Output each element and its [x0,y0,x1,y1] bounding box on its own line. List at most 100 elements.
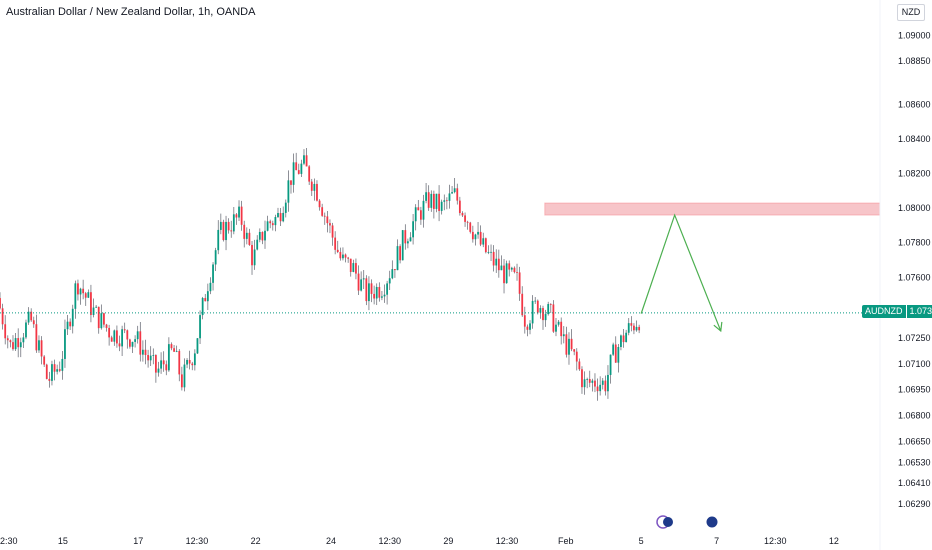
candle-down [349,258,352,272]
candle-down [516,272,518,273]
time-tick-label: 2:30 [0,536,18,546]
candle-down [347,257,350,259]
candle-up [303,155,305,164]
candle-down [373,293,376,299]
price-tick-label: 1.06800 [898,411,931,421]
candle-down [573,349,576,352]
candle-down [469,222,472,232]
candle-down [318,200,321,208]
candle-up [266,221,269,231]
candle-up [14,338,17,350]
candle-down [165,364,168,371]
candle-up [22,337,25,343]
candle-down [40,340,43,357]
candle-up [490,251,492,253]
candle-down [261,231,264,241]
candle-down [105,324,108,328]
price-tick-label: 1.06650 [898,437,931,447]
projection-path[interactable] [640,213,722,332]
candle-down [305,155,308,167]
candle-up [274,217,277,226]
candle-down [9,340,12,343]
candle-down [154,355,157,373]
current-price-value: 1.07394 [906,305,932,318]
candle-up [375,286,378,299]
price-tick-label: 1.08400 [898,134,931,144]
candle-up [38,340,40,351]
time-tick-label: 12:30 [764,536,787,546]
candle-up [264,230,266,241]
candle-down [479,231,482,245]
candle-up [100,313,103,329]
price-tick-label: 1.06290 [898,499,931,509]
candle-down [445,200,448,202]
candle-down [129,339,131,347]
candle-up [131,341,134,347]
candle-up [25,322,27,338]
event-markers[interactable] [656,515,719,529]
candle-up [407,241,409,244]
candle-down [464,215,466,222]
time-tick-label: 17 [133,536,143,546]
candle-up [214,250,217,265]
price-tick-label: 1.07100 [898,359,931,369]
candle-up [368,283,370,302]
candle-up [625,332,628,343]
candle-down [110,337,113,342]
candle-down [326,216,329,224]
candle-down [1,308,4,325]
candle-up [453,188,456,193]
candle-up [443,200,446,202]
price-tick-label: 1.08000 [898,203,931,213]
candle-down [243,224,246,239]
candle-down [53,364,56,372]
candle-down [596,386,599,392]
candle-up [430,193,433,208]
candle-down [222,221,225,241]
resistance-zone[interactable] [544,202,881,216]
candle-down [370,283,373,294]
candle-up [440,201,443,211]
candle-up [287,180,290,203]
candle-down [269,221,272,224]
candle-down [427,192,430,208]
candle-up [183,364,186,388]
candle-down [417,207,420,211]
candle-down [497,258,500,271]
candle-down [116,330,118,344]
candle-up [547,304,550,315]
candle-up [612,344,615,355]
candle-down [123,329,126,331]
candle-up [627,323,630,333]
price-tick-label: 1.07600 [898,272,931,282]
candle-down [279,213,282,222]
candle-up [487,251,490,253]
flag-event-icon-2[interactable] [705,515,719,529]
candle-up [79,288,82,295]
candle-up [422,200,425,220]
candle-up [609,354,612,375]
candle-up [217,229,220,251]
candle-down [549,304,552,305]
candle-up [409,237,412,242]
candle-down [251,244,253,266]
candle-up [167,344,170,371]
candle-down [630,323,633,326]
candle-up [199,315,201,339]
currency-selector[interactable]: NZD [897,4,925,21]
time-tick-label: 12:30 [496,536,519,546]
price-tick-label: 1.07800 [898,238,931,248]
candle-down [575,351,578,362]
candle-up [64,329,66,359]
candle-up [557,321,560,325]
candle-up [477,231,479,235]
candle-down [170,344,173,349]
candle-down [82,288,85,294]
candle-down [570,338,573,350]
time-tick-label: 5 [639,536,644,546]
candle-down [518,272,521,294]
candle-down [461,213,464,216]
candle-down [394,269,396,271]
candle-down [178,350,181,375]
